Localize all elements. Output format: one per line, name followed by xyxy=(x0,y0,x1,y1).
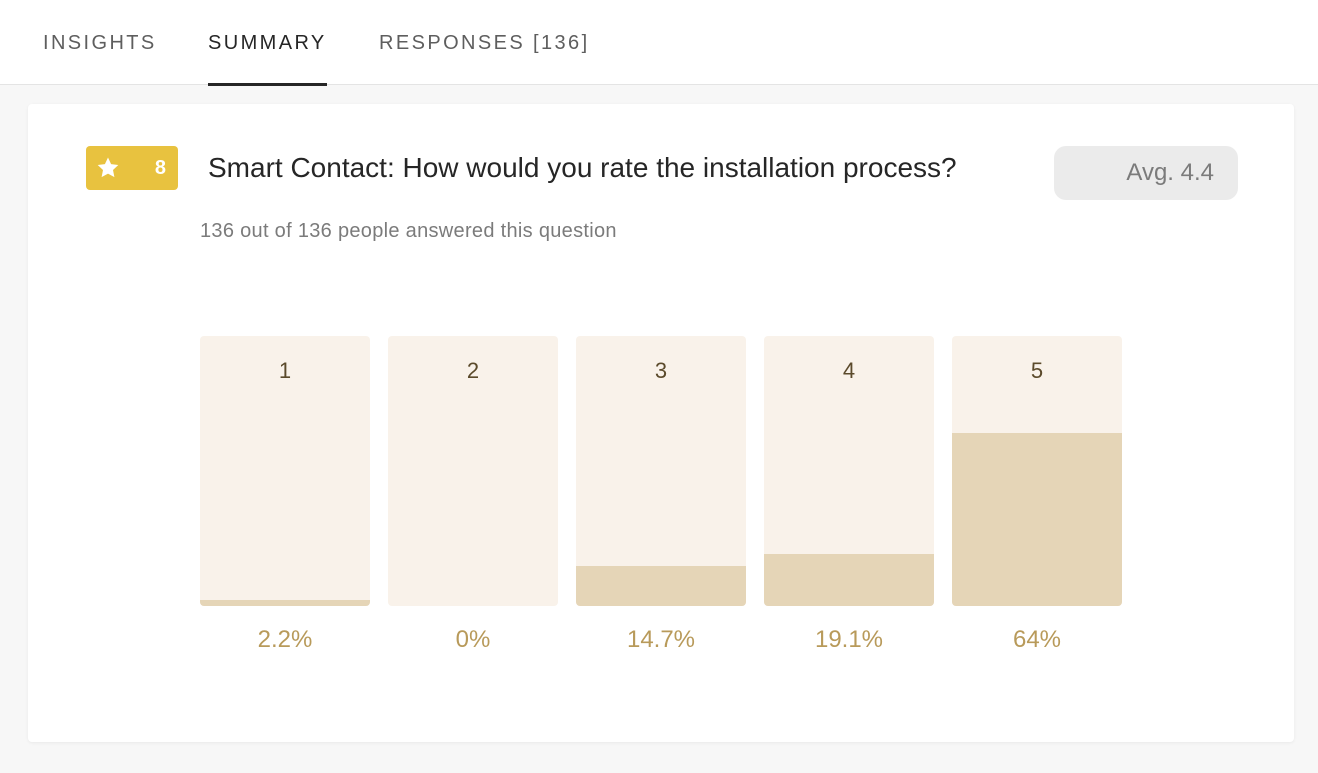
rating-category-label: 2 xyxy=(466,358,480,383)
rating-percentage-label: 2.2% xyxy=(257,626,313,653)
average-score-badge: Avg. 4.4 xyxy=(1054,146,1238,200)
tab-summary-label: SUMMARY xyxy=(208,32,327,54)
rating-category-label: 5 xyxy=(1030,358,1044,383)
star-icon xyxy=(97,157,119,178)
active-tab-indicator xyxy=(208,83,327,86)
rating-category-label: 3 xyxy=(654,358,668,383)
question-title: Smart Contact: How would you rate the in… xyxy=(208,152,957,183)
rating-percentage-label: 64% xyxy=(1012,626,1062,653)
tab-insights-label: INSIGHTS xyxy=(43,32,157,54)
question-number-badge: 8 xyxy=(86,146,178,190)
tab-insights[interactable]: INSIGHTS xyxy=(43,0,157,85)
rating-bar-fill xyxy=(764,554,934,606)
rating-category-label: 4 xyxy=(842,358,856,383)
tab-responses[interactable]: RESPONSES [136] xyxy=(379,0,590,85)
rating-bar-fill xyxy=(200,600,370,606)
rating-distribution-chart: 1 2.2% 2 0% 3 14.7% 4 19.1% 5 64% xyxy=(28,104,1294,742)
tab-responses-label: RESPONSES [136] xyxy=(379,32,590,54)
rating-bar-4: 4 xyxy=(764,336,934,606)
rating-percentage-label: 14.7% xyxy=(626,626,696,653)
tab-summary[interactable]: SUMMARY xyxy=(208,0,327,86)
top-navigation: INSIGHTS SUMMARY RESPONSES [136] xyxy=(0,0,1318,86)
rating-bar-1: 1 xyxy=(200,336,370,606)
rating-bar-fill xyxy=(576,566,746,606)
rating-category-label: 1 xyxy=(278,358,292,383)
question-number: 8 xyxy=(154,157,166,179)
rating-bar-3: 3 xyxy=(576,336,746,606)
rating-bar-5: 5 xyxy=(952,336,1122,606)
answered-count: 136 out of 136 people answered this ques… xyxy=(200,220,617,242)
rating-bar-2: 2 xyxy=(388,336,558,606)
rating-bar-fill xyxy=(952,433,1122,606)
question-summary-card: 8 Smart Contact: How would you rate the … xyxy=(28,104,1294,742)
rating-percentage-label: 19.1% xyxy=(814,626,884,653)
rating-percentage-label: 0% xyxy=(455,626,491,653)
